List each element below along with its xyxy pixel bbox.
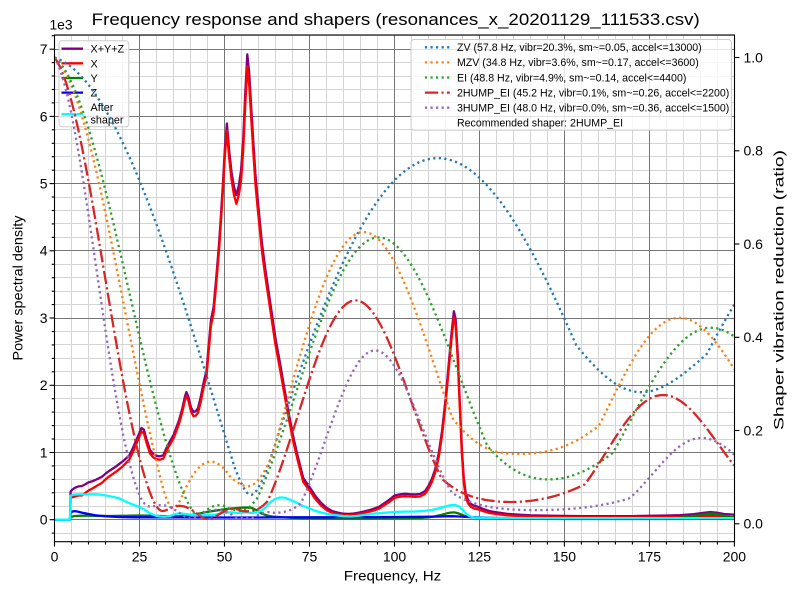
- svg-text:75: 75: [302, 549, 318, 565]
- svg-text:0: 0: [51, 549, 59, 565]
- svg-text:X: X: [91, 58, 98, 70]
- svg-text:5: 5: [40, 176, 48, 192]
- svg-text:Y: Y: [91, 73, 98, 85]
- svg-text:3: 3: [40, 310, 48, 326]
- svg-text:2HUMP_EI (45.2 Hz, vibr=0.1%,: 2HUMP_EI (45.2 Hz, vibr=0.1%, sm~=0.26, …: [457, 87, 729, 99]
- svg-text:1.0: 1.0: [744, 49, 764, 65]
- svg-text:Frequency response and shapers: Frequency response and shapers (resonanc…: [92, 11, 700, 29]
- svg-text:175: 175: [638, 549, 662, 565]
- svg-text:Power spectral density: Power spectral density: [11, 215, 26, 360]
- svg-text:2: 2: [40, 377, 48, 393]
- svg-text:200: 200: [723, 549, 747, 565]
- svg-text:Frequency, Hz: Frequency, Hz: [344, 568, 442, 583]
- svg-text:25: 25: [132, 549, 148, 565]
- svg-text:Recommended shaper: 2HUMP_EI: Recommended shaper: 2HUMP_EI: [457, 118, 623, 130]
- svg-text:0.6: 0.6: [744, 236, 764, 252]
- svg-text:0.2: 0.2: [744, 422, 764, 438]
- svg-text:0.8: 0.8: [744, 143, 764, 159]
- svg-text:4: 4: [40, 243, 48, 259]
- svg-text:After: After: [91, 102, 114, 114]
- svg-text:X+Y+Z: X+Y+Z: [91, 44, 125, 56]
- svg-text:EI (48.8 Hz, vibr=4.9%, sm~=0.: EI (48.8 Hz, vibr=4.9%, sm~=0.14, accel<…: [457, 72, 686, 84]
- svg-text:MZV (34.8 Hz, vibr=3.6%, sm~=0: MZV (34.8 Hz, vibr=3.6%, sm~=0.17, accel…: [457, 57, 699, 69]
- svg-text:6: 6: [40, 108, 48, 124]
- svg-text:100: 100: [383, 549, 407, 565]
- svg-text:ZV (57.8 Hz, vibr=20.3%, sm~=0: ZV (57.8 Hz, vibr=20.3%, sm~=0.05, accel…: [457, 42, 702, 54]
- svg-text:1: 1: [40, 444, 48, 460]
- svg-text:150: 150: [553, 549, 577, 565]
- svg-text:shaper: shaper: [91, 114, 124, 126]
- svg-text:0.0: 0.0: [744, 516, 764, 532]
- svg-text:0: 0: [40, 512, 48, 528]
- svg-text:7: 7: [40, 41, 48, 57]
- svg-text:Shaper vibration reduction (ra: Shaper vibration reduction (ratio): [772, 150, 787, 430]
- svg-text:50: 50: [217, 549, 233, 565]
- svg-text:3HUMP_EI (48.0 Hz, vibr=0.0%,: 3HUMP_EI (48.0 Hz, vibr=0.0%, sm~=0.36, …: [457, 103, 729, 115]
- svg-text:125: 125: [468, 549, 492, 565]
- svg-text:1e3: 1e3: [50, 18, 73, 33]
- svg-text:0.4: 0.4: [744, 329, 764, 345]
- svg-text:Z: Z: [91, 88, 98, 100]
